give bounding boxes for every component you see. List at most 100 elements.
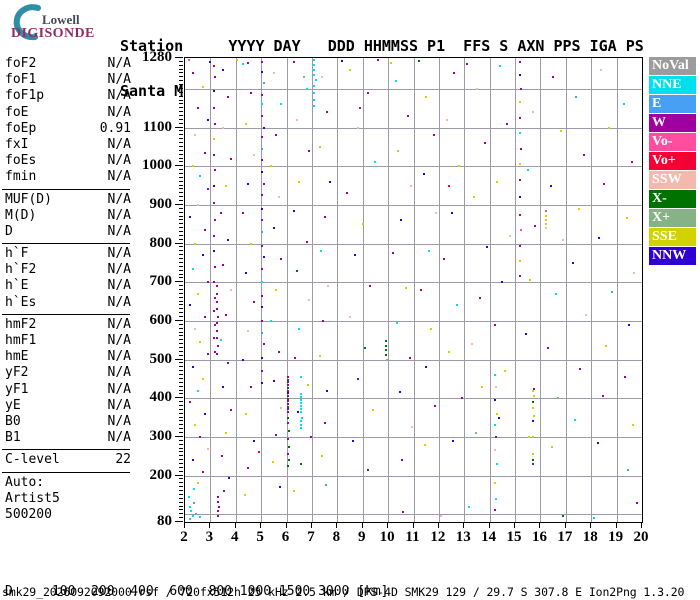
- echo-dot: [544, 227, 547, 230]
- echo-dot: [442, 258, 445, 261]
- y-axis-tick: [179, 466, 183, 468]
- y-axis-tick: [179, 153, 183, 155]
- y-axis-tick: [179, 451, 183, 453]
- echo-dot: [222, 385, 225, 388]
- param-label: hmF1: [5, 333, 37, 348]
- echo-dot: [261, 381, 264, 384]
- echo-dot: [394, 80, 397, 83]
- y-axis-label: 80: [157, 513, 172, 529]
- divider: [2, 188, 130, 190]
- x-axis-tick: [184, 523, 185, 528]
- y-axis-tick: [179, 192, 183, 194]
- echo-dot: [279, 486, 282, 489]
- echo-dot: [519, 196, 522, 199]
- echo-dot: [272, 72, 275, 75]
- echo-dot: [486, 246, 489, 249]
- gridline-horizontal: [185, 243, 642, 245]
- d-muf-table: D 100 200 400 600 800 1000 1500 3000 [km…: [5, 556, 396, 600]
- echo-dot: [425, 366, 428, 369]
- y-axis-tick: [179, 91, 183, 93]
- echo-dot: [261, 136, 264, 139]
- echo-dot: [532, 459, 535, 462]
- param-row-b0: B0 N/A: [5, 414, 131, 430]
- x-axis-label: 18: [582, 529, 598, 545]
- echo-dot: [519, 163, 522, 166]
- param-row-ye: yE N/A: [5, 398, 131, 414]
- echo-dot: [217, 500, 219, 503]
- echo-dot: [293, 209, 296, 212]
- echo-dot: [533, 387, 536, 390]
- gridline-vertical: [591, 58, 593, 522]
- param-value: N/A: [107, 169, 131, 185]
- echo-dot: [526, 169, 529, 172]
- echo-dot: [219, 339, 222, 342]
- param-label: M(D): [5, 207, 37, 223]
- y-axis-tick: [175, 165, 183, 167]
- y-axis-tick: [179, 142, 183, 144]
- echo-dot: [299, 395, 302, 398]
- echo-dot: [247, 61, 250, 64]
- echo-dot: [243, 493, 246, 496]
- param-label: B1: [5, 430, 21, 446]
- param-row-foe: foE N/A: [5, 105, 131, 121]
- legend-item-e: E: [649, 95, 696, 113]
- param-row-yf1: yF1 N/A: [5, 382, 131, 398]
- legend-item-w: W: [649, 114, 696, 132]
- y-axis-label: 900: [149, 195, 173, 212]
- echo-dot: [423, 443, 426, 446]
- echo-dot: [630, 161, 633, 164]
- echo-dot: [519, 260, 522, 262]
- echo-dot: [577, 207, 580, 210]
- echo-dot: [298, 180, 301, 183]
- y-axis-tick: [179, 60, 183, 62]
- y-axis-tick: [179, 157, 183, 159]
- legend-item-vo: Vo+: [649, 152, 696, 170]
- param-label: h`F2: [5, 262, 37, 278]
- echo-dot: [191, 515, 194, 518]
- gridline-vertical: [261, 58, 263, 522]
- param-value: N/A: [107, 278, 131, 294]
- echo-dot: [192, 501, 195, 504]
- y-axis-tick: [179, 184, 183, 186]
- param-value: N/A: [107, 191, 131, 207]
- y-axis-tick: [179, 277, 183, 279]
- echo-dot: [585, 314, 588, 317]
- y-axis-tick: [179, 188, 183, 190]
- echo-dot: [217, 510, 219, 513]
- x-axis-tick: [209, 523, 211, 528]
- echo-dot: [286, 453, 289, 456]
- echo-dot: [215, 352, 218, 355]
- y-axis-tick: [179, 316, 183, 318]
- echo-dot: [214, 350, 217, 353]
- y-axis-tick: [179, 377, 183, 379]
- echo-dot: [341, 60, 344, 63]
- echo-dot: [402, 511, 405, 514]
- x-axis-label: 4: [231, 529, 239, 545]
- echo-dot: [596, 441, 599, 444]
- y-axis-tick: [179, 447, 183, 449]
- echo-dot: [434, 405, 437, 407]
- y-axis-tick: [179, 265, 183, 267]
- echo-dot: [625, 217, 628, 220]
- gridline-vertical: [616, 58, 618, 522]
- gridline-horizontal: [185, 166, 642, 168]
- y-axis-tick: [175, 242, 183, 244]
- echo-dot: [313, 58, 316, 61]
- echo-dot: [501, 281, 504, 284]
- echo-dot: [201, 254, 204, 257]
- echo-dot: [544, 219, 547, 222]
- echo-dot: [399, 219, 402, 222]
- echo-dot: [422, 173, 425, 175]
- param-value: N/A: [107, 349, 131, 365]
- param-row-hme: hmE N/A: [5, 349, 131, 365]
- echo-dot: [495, 497, 497, 500]
- echo-dot: [242, 358, 245, 361]
- echo-dot: [470, 343, 473, 346]
- echo-dot: [189, 215, 192, 218]
- echo-dot: [298, 327, 301, 330]
- echo-dot: [213, 107, 216, 110]
- echo-dot: [206, 352, 209, 355]
- x-axis-label: 13: [455, 529, 471, 545]
- gridline-horizontal: [185, 320, 642, 322]
- param-value: N/A: [107, 262, 131, 278]
